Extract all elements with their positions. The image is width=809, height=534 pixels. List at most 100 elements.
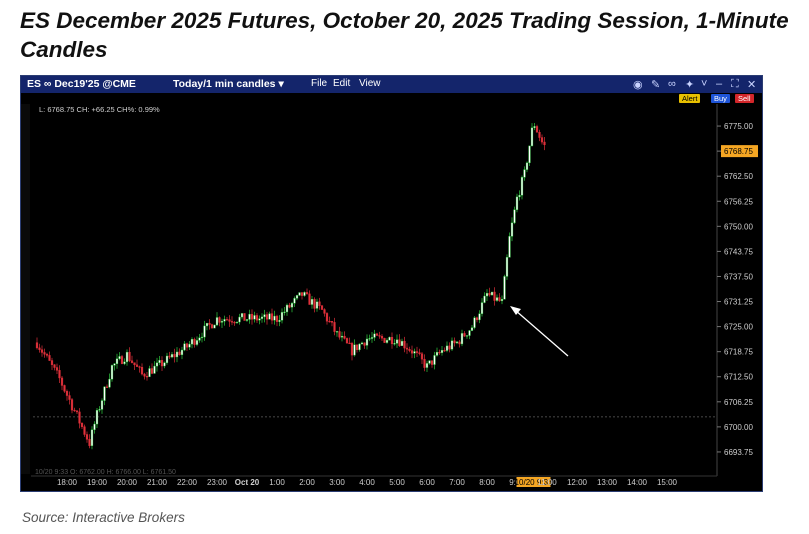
candle-body (540, 137, 544, 143)
candle-body (263, 314, 266, 318)
candle-body (308, 293, 311, 305)
menu-edit[interactable]: Edit (333, 78, 351, 89)
candle-body (320, 305, 324, 310)
candle-body (233, 322, 236, 324)
candle-body (498, 297, 501, 302)
candle-body (518, 195, 521, 198)
candle-body (533, 126, 536, 129)
window-titlebar: ES ∞ Dec19'25 @CME Today/1 min candles ▾… (21, 76, 762, 93)
candle-body (330, 321, 334, 323)
cursor-time-box (516, 477, 551, 487)
candle-body (215, 317, 219, 326)
candle-body (328, 320, 331, 323)
x-tick-label: 1:00 (269, 478, 285, 487)
candle-body (158, 360, 161, 363)
drawing-toolbar[interactable] (21, 104, 30, 474)
candle-body (95, 410, 99, 425)
palette-icon[interactable]: ◉ (633, 79, 643, 91)
link-icon[interactable]: ∞ (668, 78, 676, 90)
pin-icon[interactable]: ✦ (685, 79, 695, 91)
cursor-info-text: 10/20 9:33 O: 6762.00 H: 6766.00 L: 6761… (35, 469, 176, 476)
candle-body (243, 313, 246, 321)
arrow-head (510, 306, 521, 315)
x-tick-label: 12:00 (567, 478, 588, 487)
candle-body (338, 331, 341, 338)
candle-body (433, 355, 436, 365)
candle-body (333, 322, 336, 332)
candle-body (400, 340, 404, 346)
y-tick-label: 6725.00 (724, 323, 753, 332)
candle-body (405, 347, 409, 350)
candle-body (310, 299, 314, 305)
candle-body (228, 319, 231, 322)
candle-body (210, 324, 214, 329)
candle-body (258, 318, 261, 321)
candle-body (250, 313, 254, 320)
arrow-shaft (514, 309, 569, 357)
candle-body (428, 360, 431, 364)
buy-button[interactable]: Buy (711, 94, 730, 103)
candle-body (145, 376, 149, 378)
candle-body (500, 299, 504, 302)
candle-body (193, 339, 196, 345)
candle-body (108, 378, 111, 388)
candle-body (188, 343, 191, 348)
period-selector[interactable]: Today/1 min candles ▾ (173, 78, 284, 90)
candle-body (458, 341, 461, 345)
candle-body (468, 330, 471, 336)
candle-body (230, 321, 234, 323)
candle-body (375, 333, 379, 336)
candle-body (203, 325, 206, 338)
candle-body (343, 335, 346, 339)
candle-body (463, 333, 466, 337)
candle-body (175, 351, 179, 358)
candle-body (485, 293, 489, 297)
x-tick-label: 3:00 (329, 478, 345, 487)
candle-body (133, 362, 136, 366)
candle-body (170, 354, 174, 358)
candle-body (283, 311, 286, 313)
symbol-label[interactable]: ES ∞ Dec19'25 @CME (27, 78, 136, 90)
candle-body (493, 291, 496, 301)
candle-body (503, 276, 506, 300)
candle-body (408, 349, 411, 351)
wrench-icon[interactable]: ✎ (651, 79, 661, 91)
candle-body (53, 364, 56, 368)
alert-button[interactable]: Alert (679, 94, 701, 103)
candle-body (183, 343, 186, 351)
candle-body (65, 390, 69, 396)
x-tick-label: 20:00 (117, 478, 138, 487)
candle-body (240, 313, 244, 318)
candle-body (208, 322, 211, 325)
candle-body (83, 426, 86, 435)
candle-body (530, 127, 534, 147)
candle-body (98, 409, 101, 411)
menu-file[interactable]: File (311, 78, 328, 89)
candlestick-chart[interactable]: 6693.75 6700.00 6706.25 6712.50 6718.75 6725.… (21, 76, 762, 491)
menu-view[interactable]: View (359, 78, 381, 89)
chevron-down-icon[interactable]: ˅ (701, 78, 708, 90)
candle-body (103, 386, 106, 401)
candle-body (488, 293, 491, 296)
close-icon[interactable]: ✕ (747, 79, 757, 91)
sell-button[interactable]: Sell (735, 94, 754, 103)
candle-body (218, 317, 221, 323)
candle-body (313, 299, 316, 309)
candle-body (43, 352, 46, 355)
candle-body (413, 351, 416, 354)
candle-body (440, 350, 444, 353)
candle-body (435, 352, 439, 356)
candle-body (120, 356, 124, 364)
candle-body (495, 297, 499, 301)
minimize-icon[interactable]: – (716, 78, 723, 90)
candle-body (150, 368, 154, 374)
x-tick-label: 7:00 (449, 478, 465, 487)
candle-body (510, 222, 514, 237)
candle-body (223, 319, 226, 322)
candle-body (483, 295, 486, 303)
candle-body (358, 343, 361, 351)
maximize-icon[interactable]: ⛶ (731, 78, 739, 90)
candle-body (523, 169, 526, 178)
candle-body (415, 351, 419, 353)
candle-body (273, 315, 276, 321)
